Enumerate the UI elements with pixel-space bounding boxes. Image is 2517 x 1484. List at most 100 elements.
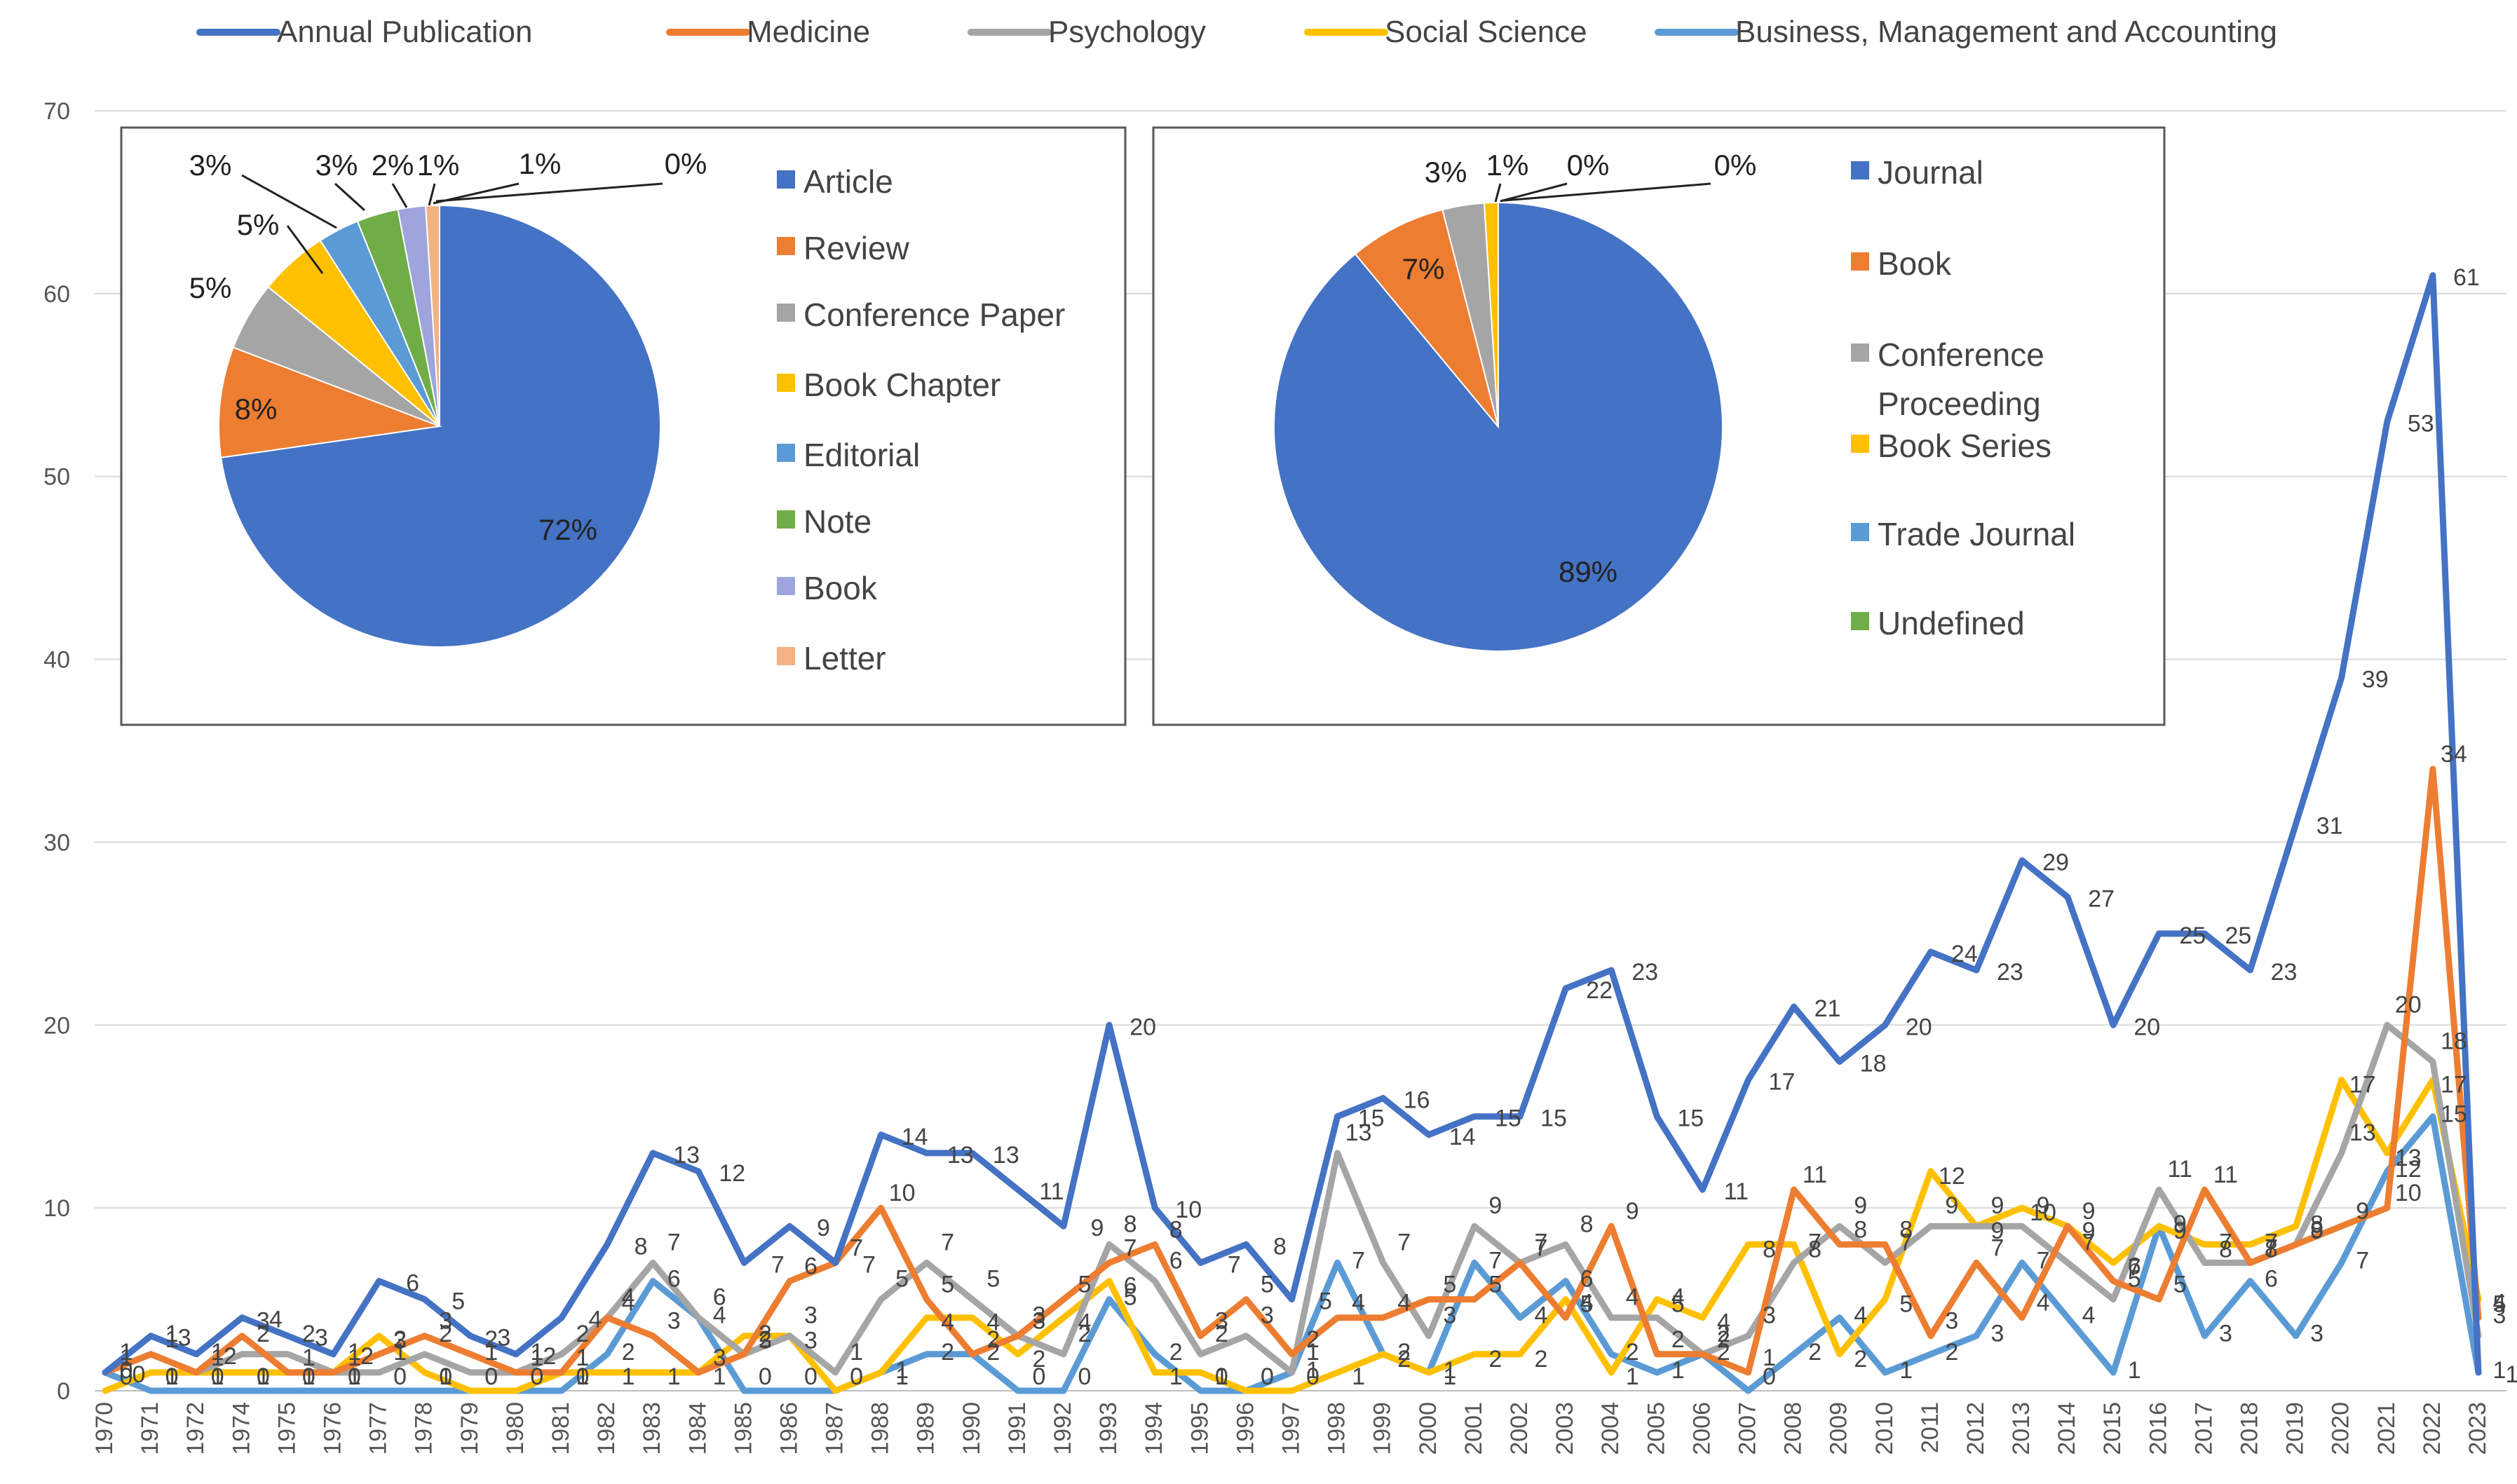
- pie1-legend-label-editorial: Editorial: [803, 437, 920, 473]
- data-label-business-management-and-accounting-1970: 0: [120, 1357, 133, 1384]
- x-tick-label-1987: 1987: [822, 1402, 848, 1455]
- data-label-psychology-1987: 1: [850, 1339, 863, 1366]
- data-label-annual-publication-2002: 15: [1540, 1105, 1567, 1132]
- pie2-slice-book-series: [1483, 201, 1499, 428]
- data-label-annual-publication-2020: 39: [2362, 667, 2389, 693]
- data-label-social-science-1994: 1: [1169, 1363, 1183, 1390]
- data-label-annual-publication-1974: 4: [269, 1307, 283, 1333]
- data-label-business-management-and-accounting-2009: 4: [1854, 1302, 1867, 1329]
- data-label-social-science-2020: 17: [2349, 1072, 2376, 1098]
- x-tick-label-1977: 1977: [365, 1402, 392, 1455]
- data-label-business-management-and-accounting-2020: 7: [2356, 1247, 2369, 1274]
- data-label-business-management-and-accounting-1982: 2: [622, 1339, 635, 1366]
- data-label-business-management-and-accounting-1995: 0: [1215, 1363, 1228, 1390]
- pie2-slice-book: [1354, 208, 1499, 428]
- data-label-medicine-1977: 2: [393, 1326, 407, 1353]
- legend-label-social-science: Social Science: [1385, 15, 1587, 49]
- data-label-medicine-2016: 5: [2173, 1272, 2187, 1298]
- pie1-legend-swatch-editorial: [777, 444, 795, 462]
- x-tick-label-2011: 2011: [1917, 1402, 1943, 1453]
- data-label-social-science-2013: 10: [2030, 1199, 2056, 1226]
- data-label-business-management-and-accounting-1981: 0: [576, 1363, 590, 1390]
- data-label-medicine-1972: 1: [211, 1345, 224, 1371]
- x-tick-label-1999: 1999: [1369, 1402, 1396, 1455]
- data-label-psychology-1981: 2: [576, 1321, 590, 1347]
- data-label-annual-publication-1981: 4: [589, 1307, 602, 1333]
- y-tick-label-0: 0: [57, 1378, 70, 1405]
- data-label-psychology-1980: 1: [530, 1339, 543, 1366]
- data-label-psychology-1992: 2: [1078, 1321, 1092, 1347]
- data-label-annual-publication-1975: 3: [315, 1325, 328, 1352]
- data-label-social-science-2014: 9: [2082, 1218, 2096, 1244]
- x-tick-label-1981: 1981: [548, 1402, 574, 1455]
- data-label-psychology-1983: 7: [667, 1229, 681, 1255]
- data-label-medicine-1992: 5: [1078, 1272, 1092, 1298]
- pie1-legend-label-book: Book: [803, 570, 878, 606]
- data-label-business-management-and-accounting-1991: 0: [1032, 1363, 1045, 1390]
- data-label-annual-publication-1996: 8: [1273, 1233, 1287, 1260]
- data-label-psychology-1974: 2: [257, 1321, 270, 1347]
- main-legend: Annual Publication Medicine Psychology Soci…: [196, 15, 2277, 49]
- data-label-medicine-2014: 9: [2082, 1198, 2096, 1225]
- data-label-social-science-1986: 3: [804, 1328, 817, 1354]
- data-label-medicine-1997: 2: [1306, 1326, 1319, 1353]
- data-label-social-science-1982: 1: [622, 1363, 635, 1390]
- data-label-psychology-2009: 9: [1854, 1192, 1867, 1219]
- data-label-annual-publication-2015: 20: [2133, 1014, 2160, 1040]
- data-label-social-science-2006: 4: [1717, 1309, 1730, 1336]
- y-tick-label-50: 50: [43, 464, 70, 491]
- data-label-annual-publication-2011: 24: [1951, 941, 1978, 967]
- x-tick-label-2020: 2020: [2328, 1402, 2354, 1455]
- data-label-medicine-2018: 7: [2265, 1234, 2278, 1261]
- data-label-psychology-1972: 1: [211, 1339, 224, 1366]
- data-label-annual-publication-1993: 20: [1129, 1014, 1156, 1040]
- data-label-business-management-and-accounting-1971: 0: [165, 1363, 179, 1390]
- data-label-annual-publication-2004: 23: [1631, 959, 1658, 986]
- pie2-pct-label-book: 7%: [1402, 252, 1445, 285]
- x-tick-label-2018: 2018: [2237, 1402, 2263, 1455]
- pie2-legend-swatch-undefined: [1851, 612, 1869, 630]
- data-label-psychology-1993: 8: [1124, 1211, 1137, 1237]
- data-label-psychology-1996: 3: [1261, 1302, 1274, 1329]
- pie1-pct-label-book-chapter: 5%: [237, 208, 280, 241]
- x-tick-label-1984: 1984: [684, 1402, 711, 1455]
- legend-label-annual-publication: Annual Publication: [277, 15, 532, 49]
- data-label-medicine-2007: 1: [1763, 1345, 1776, 1371]
- data-label-medicine-1975: 1: [302, 1345, 316, 1371]
- data-label-psychology-1999: 7: [1397, 1229, 1411, 1255]
- x-tick-label-1979: 1979: [456, 1402, 483, 1455]
- data-label-annual-publication-1983: 13: [673, 1142, 700, 1169]
- data-label-psychology-2016: 11: [2168, 1156, 2192, 1183]
- y-tick-label-20: 20: [43, 1012, 70, 1039]
- x-tick-label-2014: 2014: [2054, 1402, 2080, 1455]
- data-label-business-management-and-accounting-1979: 0: [484, 1363, 498, 1390]
- data-label-business-management-and-accounting-1987: 0: [850, 1363, 863, 1390]
- pie1-legend-swatch-note: [777, 510, 795, 529]
- data-label-business-management-and-accounting-2018: 6: [2265, 1265, 2278, 1292]
- data-label-social-science-1978: 1: [439, 1363, 452, 1390]
- data-label-medicine-2011: 3: [1945, 1308, 1958, 1335]
- pie1-leader-extra-2: [435, 182, 663, 203]
- data-label-psychology-1988: 5: [895, 1266, 909, 1293]
- x-tick-label-2002: 2002: [1506, 1402, 1533, 1455]
- x-tick-label-2019: 2019: [2282, 1402, 2309, 1455]
- data-label-business-management-and-accounting-2001: 7: [1488, 1247, 1502, 1274]
- data-label-medicine-2009: 8: [1854, 1216, 1867, 1243]
- pie2-legend-label-trade-journal: Trade Journal: [1878, 516, 2075, 552]
- data-label-medicine-1990: 2: [986, 1326, 1000, 1353]
- x-tick-label-1975: 1975: [273, 1402, 300, 1455]
- data-label-medicine-2010: 8: [1899, 1216, 1913, 1243]
- data-label-psychology-1971: 1: [165, 1321, 179, 1347]
- data-label-social-science-1998: 1: [1352, 1363, 1365, 1390]
- x-tick-label-2013: 2013: [2008, 1402, 2035, 1455]
- data-label-medicine-1984: 3: [713, 1345, 726, 1371]
- x-tick-label-1989: 1989: [913, 1402, 939, 1455]
- data-label-medicine-2013: 4: [2037, 1290, 2050, 1316]
- x-tick-label-1985: 1985: [730, 1402, 757, 1455]
- pie2-pct-label-journal: 89%: [1559, 555, 1617, 588]
- data-label-social-science-1985: 3: [759, 1328, 772, 1354]
- x-tick-label-1982: 1982: [593, 1402, 620, 1455]
- pie1-leader-editorial: [241, 174, 337, 229]
- pie2-legend-label-undefined: Undefined: [1878, 605, 2025, 641]
- data-label-business-management-and-accounting-2022: 15: [2441, 1101, 2467, 1128]
